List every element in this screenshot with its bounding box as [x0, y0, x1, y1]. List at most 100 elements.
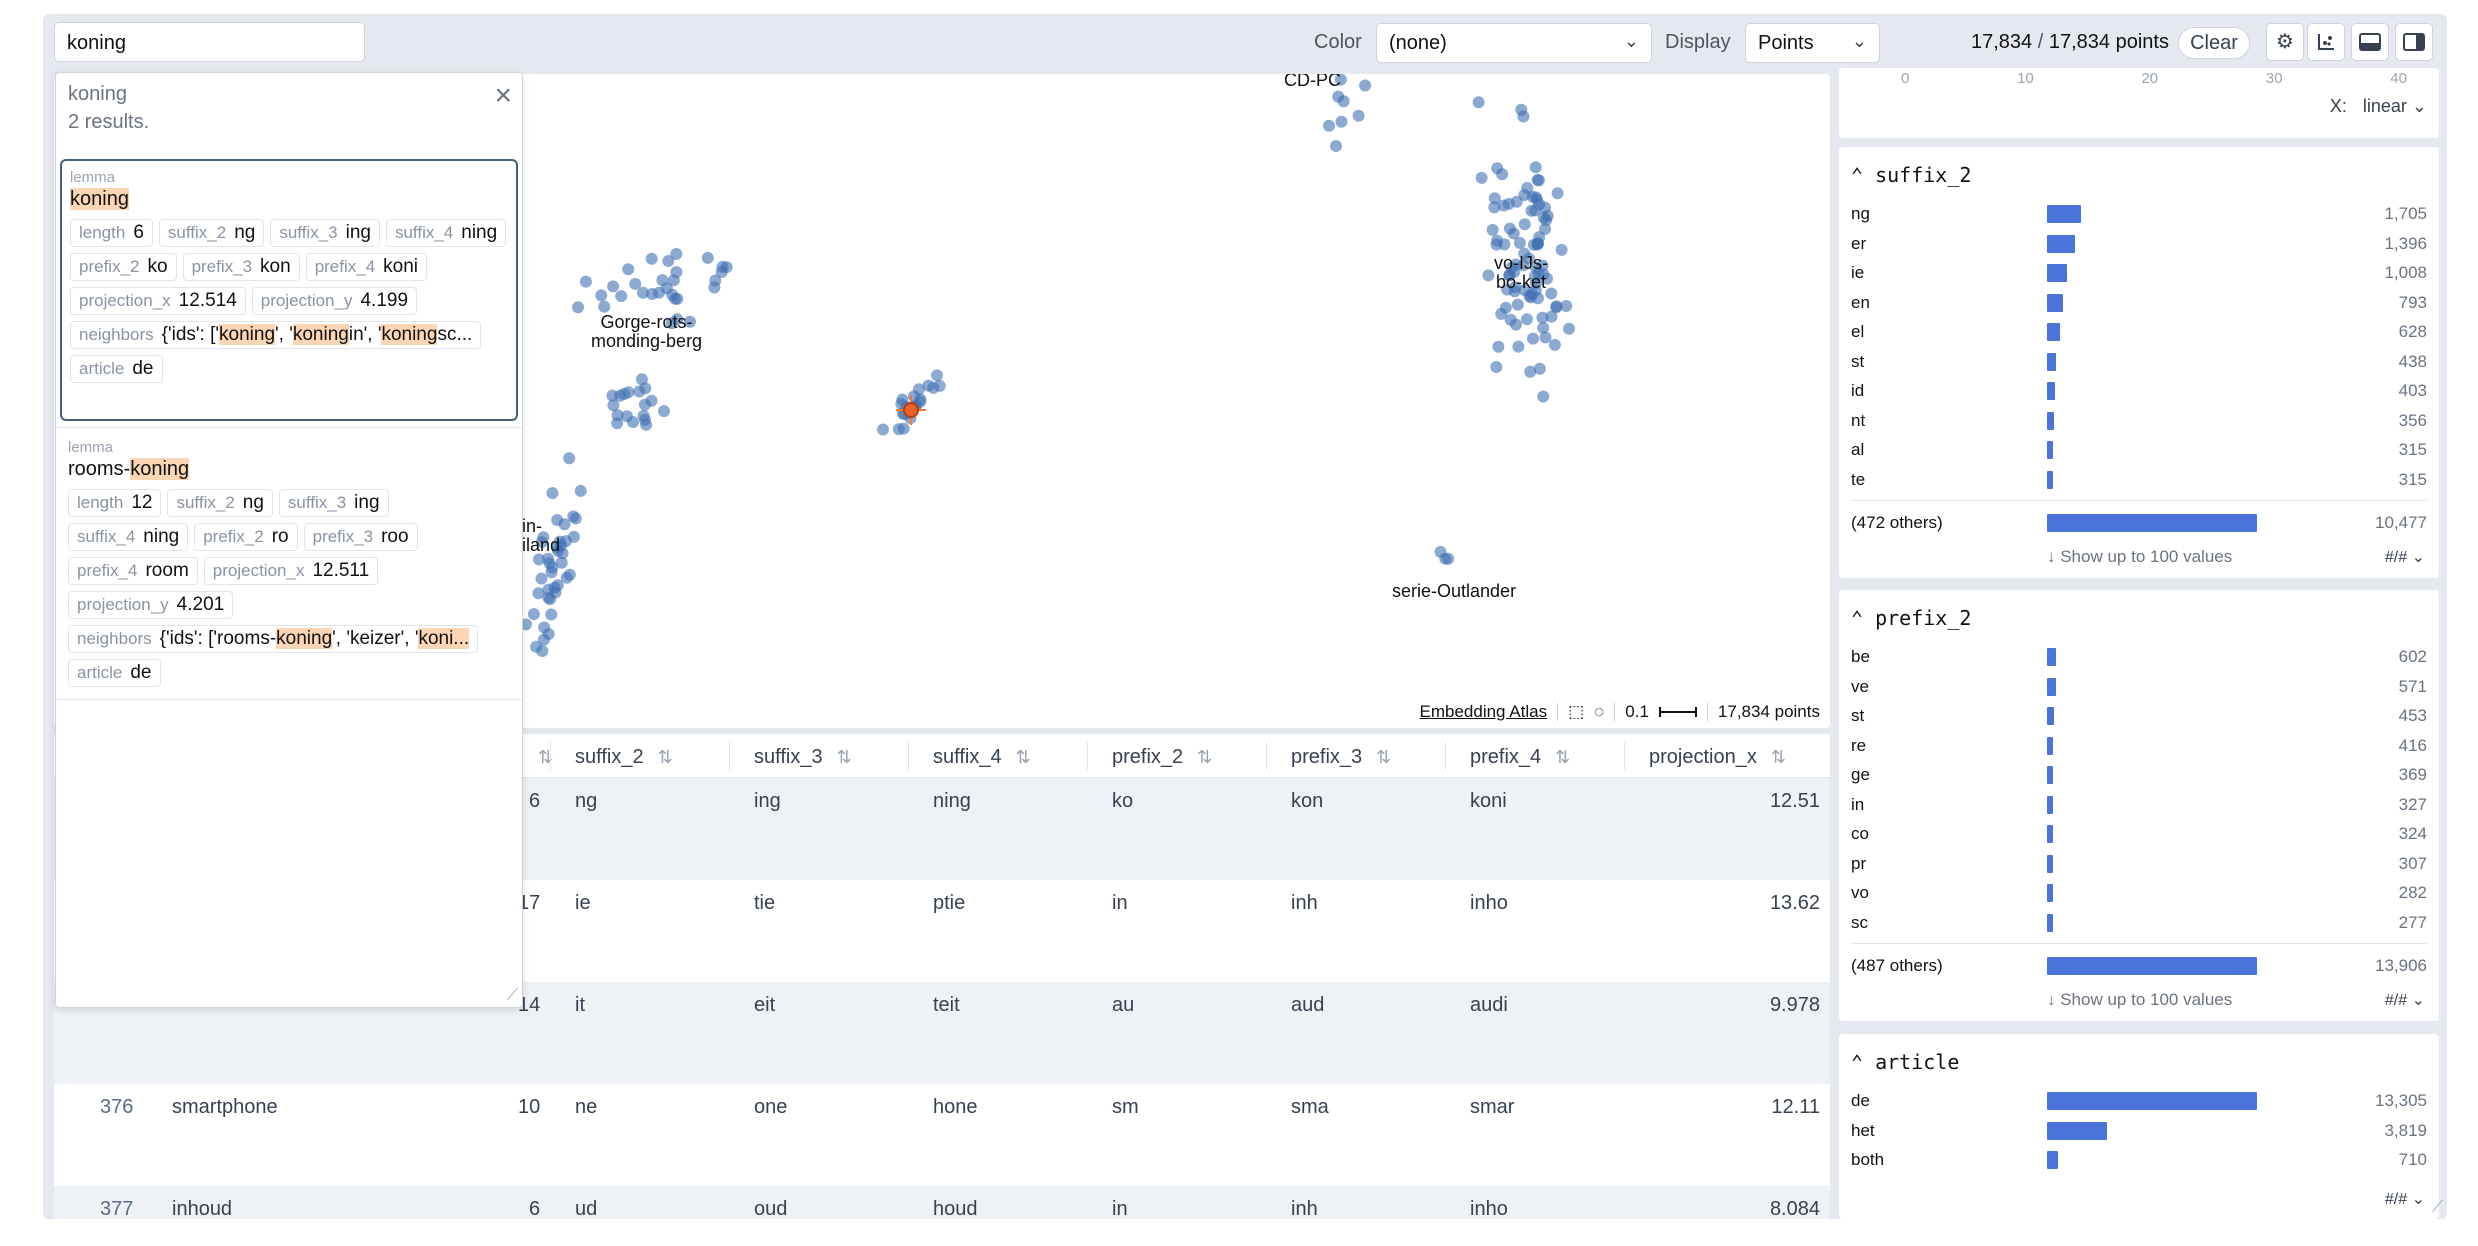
category-bar[interactable] [2047, 234, 2075, 253]
category-bar[interactable] [2047, 441, 2054, 459]
category-row[interactable]: en 793 [1839, 288, 2439, 316]
sort-icon[interactable]: ⇅ [836, 747, 852, 767]
category-row[interactable]: st 438 [1839, 347, 2439, 375]
sidebar-layout-icon[interactable] [2395, 23, 2433, 61]
column-header[interactable]: suffix_2 ⇅ [575, 746, 673, 768]
category-bar[interactable] [2047, 707, 2054, 725]
scatter-plot[interactable] [54, 74, 1830, 728]
resize-handle-icon[interactable]: ⟋ [506, 987, 518, 1004]
table-row[interactable]: 376 smartphone 10 ne one hone sm sma sma… [54, 1084, 1830, 1186]
lasso-icon[interactable]: ◌ [1594, 702, 1605, 721]
category-bar[interactable] [2047, 1151, 2059, 1169]
category-bar[interactable] [2047, 411, 2055, 430]
category-row[interactable]: in 327 [1839, 790, 2439, 818]
display-select[interactable]: Points ⌄ [1745, 23, 1880, 63]
table-row[interactable]: 17 ie tie ptie in inh inho 13.62 [54, 880, 1830, 982]
sort-icon[interactable]: ⇅ [657, 747, 673, 767]
category-row[interactable]: het 3,819 [1839, 1116, 2439, 1144]
others-bar[interactable] [2047, 957, 2257, 975]
category-row[interactable]: ie 1,008 [1839, 258, 2439, 286]
sort-icon[interactable]: ⇅ [538, 747, 554, 767]
category-bar[interactable] [2047, 913, 2053, 932]
category-bar[interactable] [2047, 470, 2054, 489]
x-scale-select[interactable]: X: linear ⌄ [2329, 96, 2427, 116]
others-row[interactable]: (472 others) 10,477 [1839, 508, 2439, 536]
sort-icon[interactable]: ⇅ [1555, 747, 1571, 767]
embedding-atlas-link[interactable]: Embedding Atlas [1419, 702, 1548, 721]
category-row[interactable]: el 628 [1839, 317, 2439, 345]
category-bar[interactable] [2047, 264, 2068, 282]
category-row[interactable]: ng 1,705 [1839, 199, 2439, 227]
category-row[interactable]: nt 356 [1839, 406, 2439, 434]
close-icon[interactable]: × [494, 79, 512, 112]
sort-icon[interactable]: ⇅ [1770, 747, 1786, 767]
column-header[interactable]: suffix_3 ⇅ [754, 746, 852, 768]
divider [1557, 703, 1559, 721]
table-layout-icon[interactable] [2351, 23, 2389, 61]
category-bar[interactable] [2047, 1121, 2108, 1140]
category-row[interactable]: both 710 [1839, 1145, 2439, 1173]
table-row[interactable]: 377 inhoud 6 ud oud houd in inh inho 8.0… [54, 1186, 1830, 1219]
category-label: both [1851, 1150, 1885, 1169]
category-row[interactable]: st 453 [1839, 701, 2439, 729]
format-select[interactable]: #/# ⌄ [2384, 1191, 2425, 1208]
scatter-icon[interactable] [2307, 23, 2345, 61]
sort-icon[interactable]: ⇅ [1197, 747, 1213, 767]
gear-icon[interactable]: ⚙ [2266, 23, 2304, 61]
category-bar[interactable] [2047, 293, 2063, 312]
category-bar[interactable] [2047, 736, 2054, 755]
column-header[interactable]: prefix_2 ⇅ [1112, 746, 1213, 768]
category-row[interactable]: ve 571 [1839, 672, 2439, 700]
category-bar[interactable] [2047, 648, 2057, 666]
card-title[interactable]: ⌃ prefix_2 [1851, 606, 1972, 630]
category-bar[interactable] [2047, 1092, 2257, 1110]
category-bar[interactable] [2047, 677, 2056, 696]
category-row[interactable]: co 324 [1839, 819, 2439, 847]
category-bar[interactable] [2047, 884, 2053, 902]
result-lemma: rooms-koning [68, 458, 190, 480]
highlight-marker-icon[interactable] [896, 395, 926, 425]
category-bar[interactable] [2047, 825, 2053, 843]
category-bar[interactable] [2047, 323, 2060, 341]
category-bar[interactable] [2047, 205, 2082, 223]
category-bar[interactable] [2047, 854, 2053, 873]
others-row[interactable]: (487 others) 13,906 [1839, 951, 2439, 979]
category-row[interactable]: vo 282 [1839, 878, 2439, 906]
category-row[interactable]: er 1,396 [1839, 229, 2439, 257]
category-row[interactable]: re 416 [1839, 731, 2439, 759]
column-header[interactable]: prefix_4 ⇅ [1470, 746, 1571, 768]
others-bar[interactable] [2047, 514, 2257, 532]
category-row[interactable]: al 315 [1839, 435, 2439, 463]
category-row[interactable]: ge 369 [1839, 760, 2439, 788]
resize-handle-icon[interactable]: ⟋ [2431, 1199, 2443, 1216]
search-result[interactable]: lemma koning length 6 suffix_2 ng suffix_3… [60, 159, 518, 421]
category-bar[interactable] [2047, 766, 2053, 784]
category-bar[interactable] [2047, 352, 2056, 371]
category-count: 327 [2398, 794, 2427, 814]
card-title[interactable]: ⌃ article [1851, 1050, 1960, 1074]
category-row[interactable]: te 315 [1839, 465, 2439, 493]
search-input[interactable]: koning [54, 22, 365, 62]
sort-icon[interactable]: ⇅ [1376, 747, 1392, 767]
category-row[interactable]: pr 307 [1839, 849, 2439, 877]
category-bar[interactable] [2047, 382, 2056, 400]
category-bar[interactable] [2047, 795, 2053, 814]
card-title[interactable]: ⌃ suffix_2 [1851, 163, 1972, 187]
column-header[interactable]: prefix_3 ⇅ [1291, 746, 1392, 768]
sort-icon[interactable]: ⇅ [1015, 747, 1031, 767]
format-select[interactable]: #/# ⌄ [2384, 549, 2425, 566]
scatter-point [669, 292, 682, 305]
category-row[interactable]: id 403 [1839, 376, 2439, 404]
show-more-link[interactable]: ↓ Show up to 100 values [2047, 990, 2233, 1009]
column-header[interactable]: suffix_4 ⇅ [933, 746, 1031, 768]
category-row[interactable]: sc 277 [1839, 908, 2439, 936]
format-select[interactable]: #/# ⌄ [2384, 992, 2425, 1009]
category-row[interactable]: de 13,305 [1839, 1086, 2439, 1114]
color-select[interactable]: (none) ⌄ [1376, 23, 1652, 63]
rect-select-icon[interactable]: ⬚ [1568, 702, 1585, 721]
column-header[interactable]: projection_x ⇅ [1649, 746, 1786, 768]
show-more-link[interactable]: ↓ Show up to 100 values [2047, 547, 2233, 566]
clear-button[interactable]: Clear [2178, 27, 2250, 59]
category-row[interactable]: be 602 [1839, 642, 2439, 670]
search-result[interactable]: lemma rooms-koning length 12 suffix_2 ng s… [60, 431, 518, 693]
